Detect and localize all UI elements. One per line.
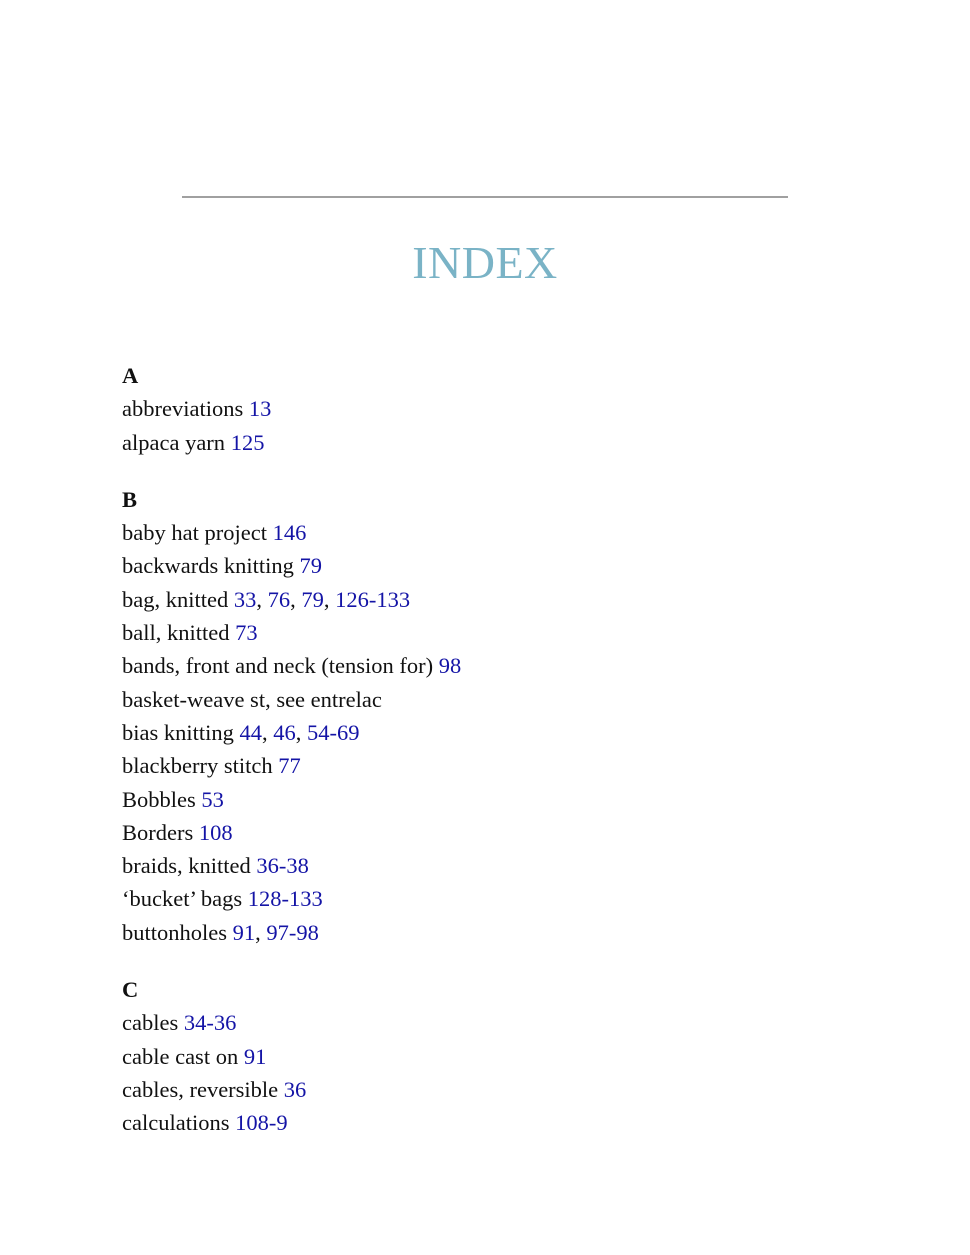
index-entry: backwards knitting 79 [122,549,461,582]
entry-term: Borders [122,819,194,845]
entry-term: cables [122,1010,179,1036]
entry-term: bias knitting [122,719,234,745]
index-entry: bands, front and neck (tension for) 98 [122,649,461,682]
page-link[interactable]: 108 [198,819,233,845]
entry-term: bag, knitted [122,586,229,612]
page-link[interactable]: 126-133 [335,586,411,612]
page-link[interactable]: 46 [273,719,296,745]
index-entry: bag, knitted 33, 76, 79, 126-133 [122,586,411,612]
page-link[interactable]: 33 [233,586,257,612]
entry-term: cable cast on [122,1043,239,1069]
page-link[interactable]: 54-69 [307,719,360,745]
page-link[interactable]: 73 [235,620,258,646]
index-entry: Bobbles 53 [122,783,461,816]
entry-term: backwards knitting [122,553,294,579]
index-entry: bias knitting 44, 46, 54-69 [122,719,360,745]
page-link[interactable]: 79 [299,553,322,579]
page-link[interactable]: 13 [248,396,272,422]
index-entry: buttonholes 91, 97-98 [122,919,319,945]
entry-term: abbreviations [122,396,244,422]
page-link[interactable]: 125 [230,429,265,455]
index-entry: baby hat project 146 [122,516,461,549]
index-entry: Borders 108 [122,816,461,849]
page-link[interactable]: 108-9 [235,1110,288,1136]
page-link[interactable]: 77 [278,753,301,779]
section-letter: C [122,977,139,1003]
entry-term: baby hat project [122,520,267,546]
index-entry: braids, knitted 36-38 [122,849,461,882]
index-entry: basket-weave st, see entrelac [122,683,461,716]
entry-term: calculations [122,1110,230,1136]
header-rule [182,196,788,198]
entry-term: buttonholes [122,919,227,945]
index-entry: ‘bucket’ bags 128-133 [122,882,461,915]
entry-term: bands, front and neck (tension for) [122,653,434,679]
page-link[interactable]: 36-38 [256,853,309,879]
index-entry: cables 34-36 [122,1006,461,1039]
entry-term: alpaca yarn [122,429,226,455]
page-link[interactable]: 34-36 [183,1010,237,1036]
entry-term: Bobbles [122,786,196,812]
page-title: INDEX [412,237,558,288]
page-link[interactable]: 91 [232,919,256,945]
section-letter: A [122,363,139,388]
page-link[interactable]: 76 [267,586,291,612]
page-link[interactable]: 128-133 [247,886,323,912]
index-entry: cables, reversible 36 [122,1073,461,1106]
index-entry: blackberry stitch 77 [122,749,461,782]
entry-term: cables, reversible [122,1076,279,1102]
section-letter: B [122,486,138,512]
entry-term: basket-weave st, see entrelac [122,686,382,712]
page-link[interactable]: 98 [438,653,462,679]
index-entry: calculations 108-9 [122,1106,461,1139]
entry-term: ‘bucket’ bags [122,886,243,912]
index-entry: cable cast on 91 [122,1040,461,1073]
index-entry: alpaca yarn 125 [122,426,461,459]
page-link[interactable]: 79 [301,586,324,612]
index-entry: abbreviations 13 [122,392,461,425]
page-link[interactable]: 44 [239,719,263,745]
index-entry: ball, knitted 73 [122,616,461,649]
entry-term: blackberry stitch [122,753,273,779]
page-link[interactable]: 146 [272,520,307,546]
page-link[interactable]: 53 [201,786,224,812]
entry-term: ball, knitted [122,620,230,646]
page-link[interactable]: 91 [243,1043,267,1069]
page-link[interactable]: 36 [283,1076,307,1102]
page-link[interactable]: 97-98 [266,919,319,945]
entry-term: braids, knitted [122,853,251,879]
